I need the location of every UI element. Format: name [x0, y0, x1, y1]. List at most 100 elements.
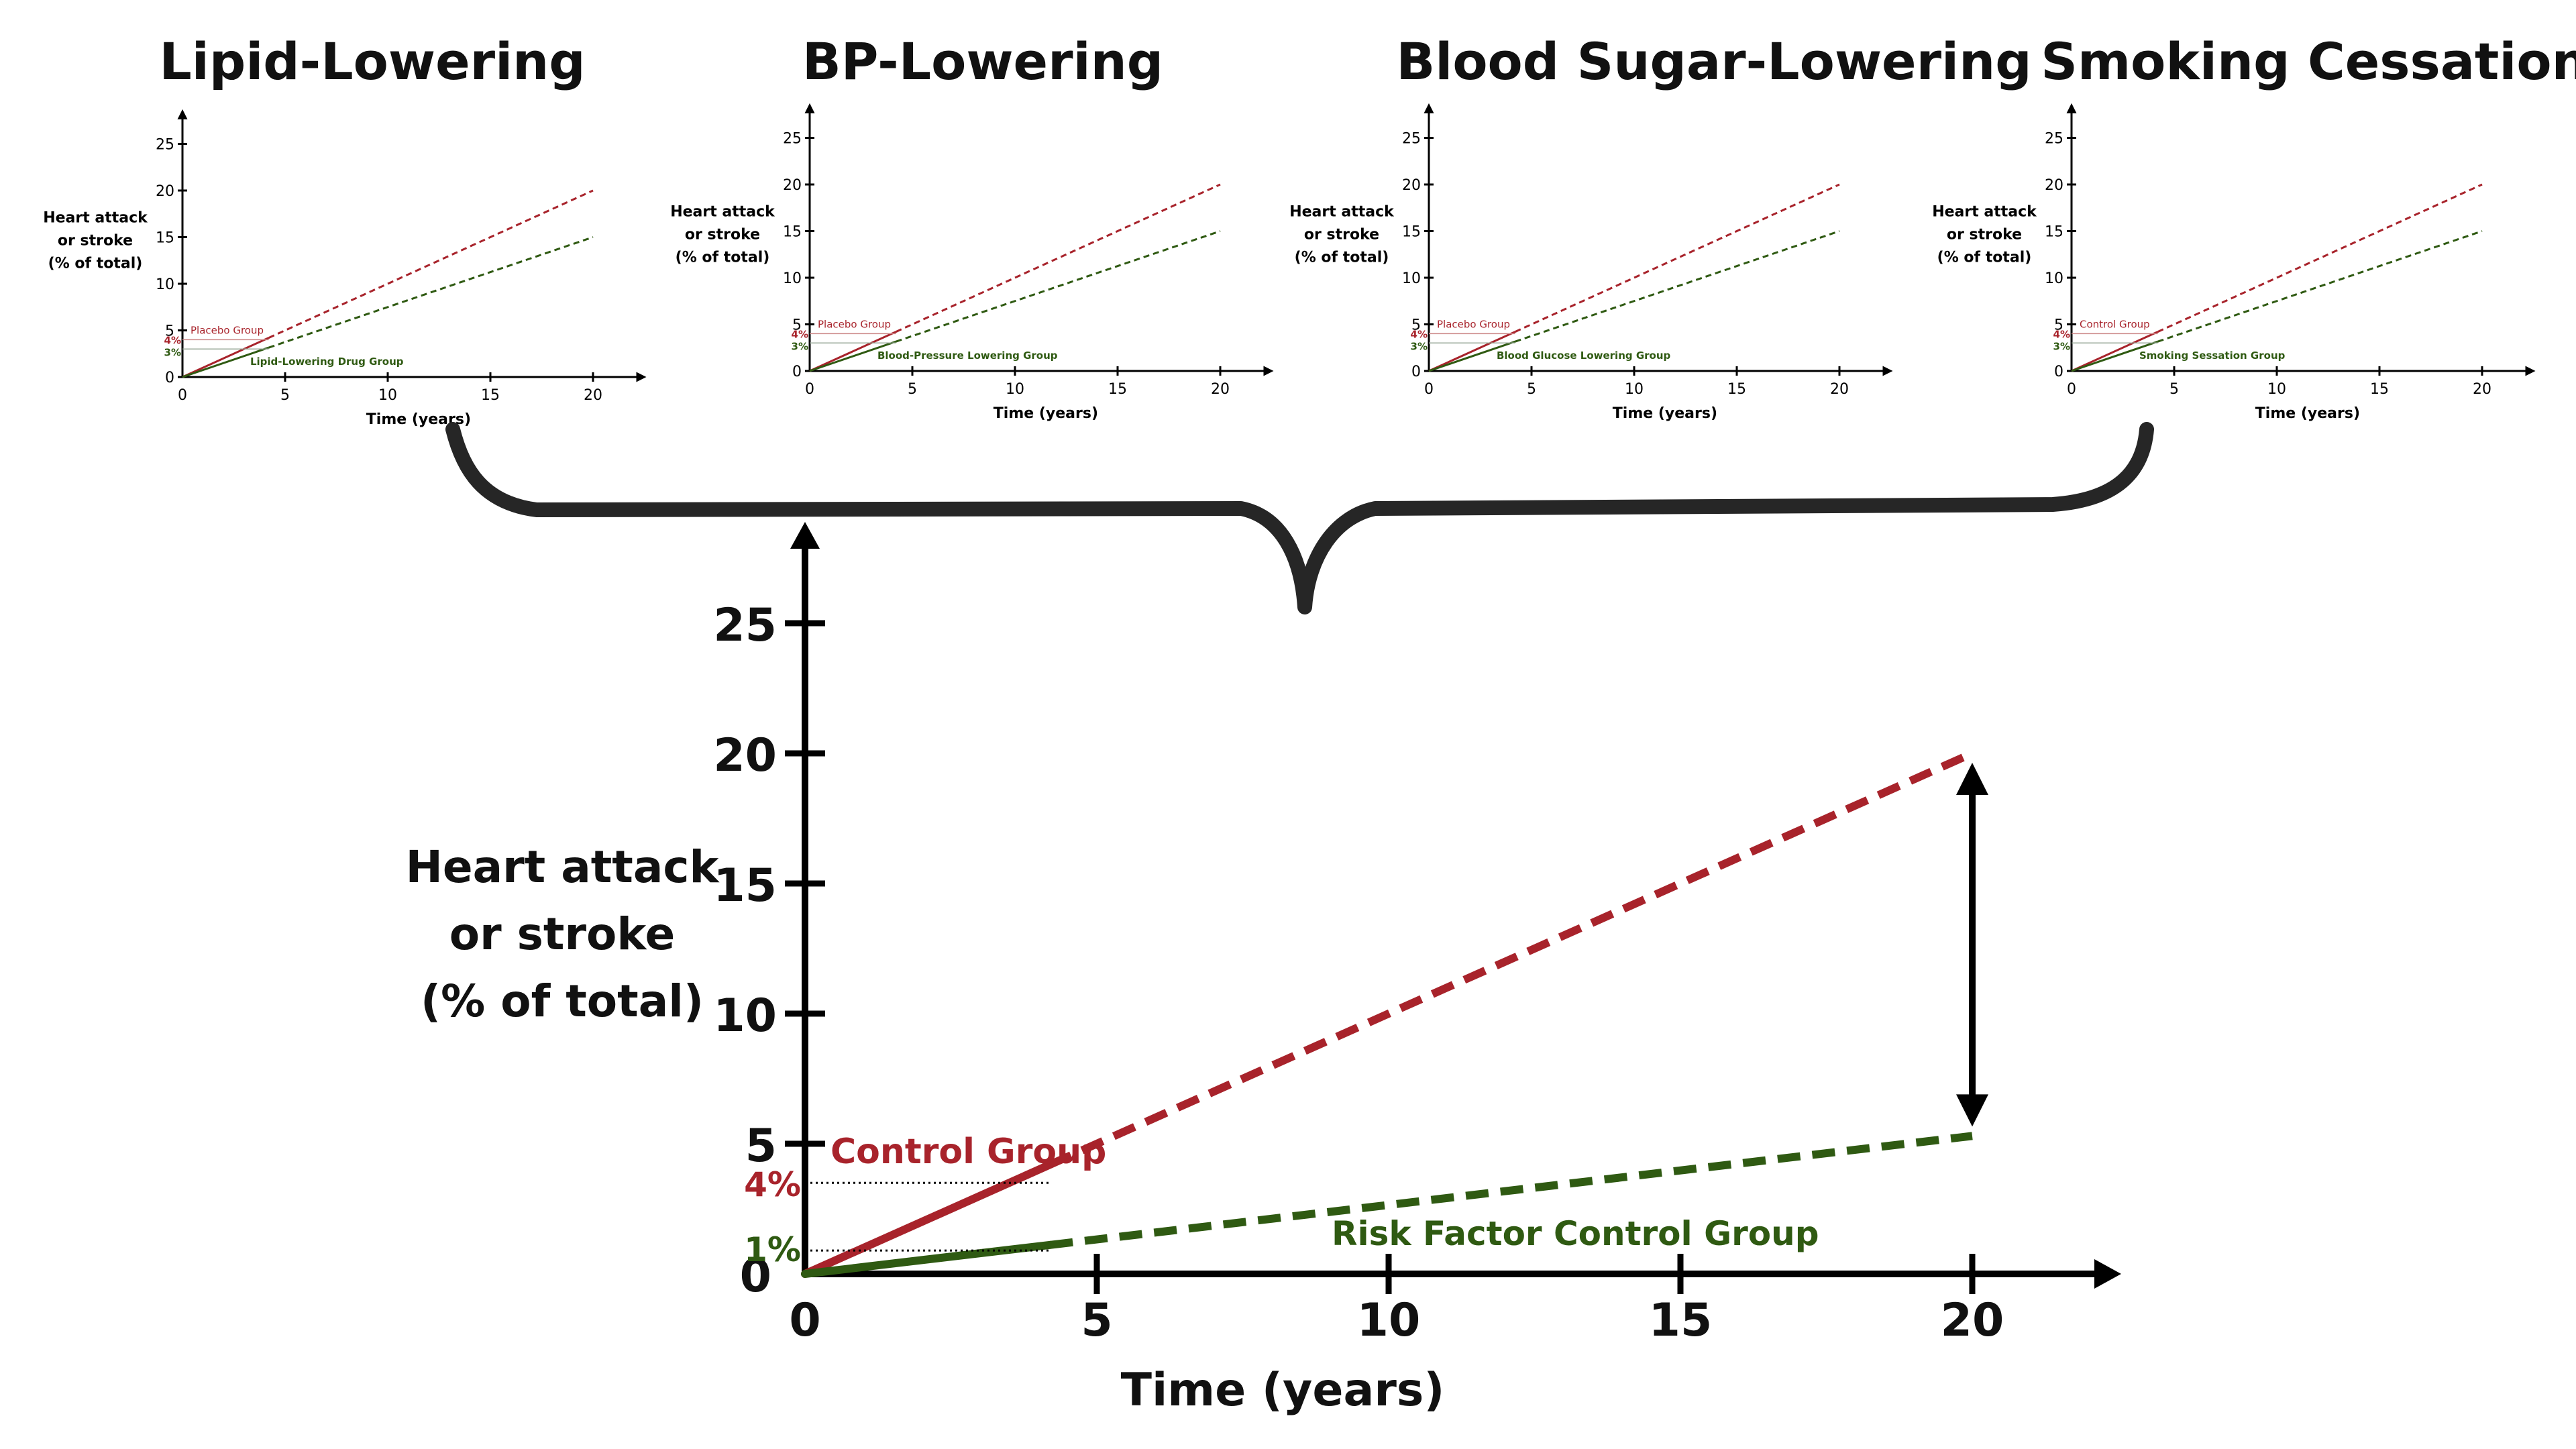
- x-tick-label: 0: [805, 381, 814, 398]
- x-tick-label: 10: [1006, 381, 1024, 398]
- y-tick-label: 15: [156, 230, 174, 247]
- y-axis-label-line: or stroke: [1304, 226, 1379, 243]
- placebo-line-dashed: [268, 189, 594, 339]
- placebo-line-dashed: [1514, 183, 1840, 333]
- x-tick-label: 15: [1727, 381, 1746, 398]
- x-tick-label: 5: [908, 381, 917, 398]
- small-chart-smoking-cessation: Smoking Cessation 0 5 10 15 20 25 0 5 10 15 20 Time …: [1932, 32, 2576, 422]
- y-axis-arrowhead: [790, 522, 820, 549]
- placebo-line-solid: [1428, 331, 1516, 372]
- y-tick-label: 25: [783, 131, 802, 148]
- y-tick-label: 0: [165, 370, 174, 386]
- placebo-marker-label: 4%: [1411, 328, 1428, 340]
- control-marker-label: 4%: [744, 1165, 801, 1204]
- treated-marker-label: 1%: [744, 1230, 801, 1269]
- treated-marker-label: 3%: [2053, 340, 2070, 352]
- y-axis-label-line: or stroke: [685, 226, 760, 243]
- treated-line-solid: [809, 340, 897, 372]
- y-tick-label: 20: [2045, 177, 2063, 194]
- y-axis-label-line: (% of total): [1937, 249, 2032, 266]
- treated-marker-label: 3%: [164, 346, 181, 358]
- y-tick-label: 5: [165, 323, 174, 340]
- x-tick-label: 20: [2473, 381, 2491, 398]
- y-tick-label: 5: [792, 317, 802, 334]
- treated-group-label: Blood-Pressure Lowering Group: [877, 350, 1058, 362]
- y-tick-label: 10: [156, 276, 174, 293]
- small-chart-blood-sugar-lowering: Blood Sugar-Lowering 0 5 10 15 20 25 0 5 10 15 20 Ti…: [1289, 32, 2031, 422]
- y-tick-label: 0: [792, 364, 802, 380]
- treated-line-dashed: [268, 236, 594, 349]
- y-tick-label: 20: [713, 729, 777, 782]
- y-tick-label: 0: [2054, 364, 2063, 380]
- placebo-group-label: Placebo Group: [818, 319, 891, 331]
- y-tick-label: 10: [713, 989, 777, 1042]
- control-line-dashed: [1048, 749, 1974, 1169]
- placebo-line-solid: [809, 331, 897, 372]
- x-axis-label: Time (years): [1613, 405, 1717, 422]
- curly-brace-shape: [445, 422, 2154, 614]
- placebo-line-solid: [2071, 331, 2159, 372]
- x-tick-label: 20: [1830, 381, 1849, 398]
- treated-line-dashed: [1049, 1132, 1973, 1249]
- x-tick-label: 5: [1527, 381, 1536, 398]
- x-tick-label: 20: [1211, 381, 1230, 398]
- curly-brace: [445, 422, 2154, 614]
- x-axis-label: Time (years): [2255, 405, 2360, 422]
- y-tick-label: 15: [2045, 224, 2063, 241]
- treated-group-label: Smoking Sessation Group: [2139, 350, 2286, 362]
- y-axis-label-line: or stroke: [1947, 226, 2022, 243]
- treated-line-solid: [1428, 340, 1516, 372]
- y-tick-label: 5: [745, 1120, 777, 1173]
- y-axis-label-line: Heart attack: [43, 209, 148, 226]
- x-tick-label: 5: [280, 387, 290, 404]
- y-tick-label: 20: [783, 177, 802, 194]
- treated-line-solid: [182, 346, 270, 378]
- treated-line-dashed: [2157, 230, 2483, 343]
- x-tick-label: 15: [2370, 381, 2389, 398]
- y-axis-label-line: (% of total): [48, 255, 143, 272]
- x-tick-label: 20: [584, 387, 602, 404]
- x-tick-label: 10: [2267, 381, 2286, 398]
- x-tick-label: 0: [178, 387, 187, 404]
- y-tick-label: 0: [740, 1250, 771, 1303]
- x-tick-label: 0: [1424, 381, 1434, 398]
- treated-group-label: Lipid-Lowering Drug Group: [250, 356, 404, 368]
- y-tick-label: 20: [156, 183, 174, 200]
- y-axis-label-line: Heart attack: [406, 841, 720, 893]
- y-tick-label: 25: [713, 599, 777, 652]
- x-axis-label: Time (years): [1121, 1364, 1445, 1417]
- x-tick-label: 10: [1625, 381, 1644, 398]
- treated-marker-label: 3%: [792, 340, 808, 352]
- placebo-marker-label: 4%: [164, 334, 181, 346]
- y-tick-label: 25: [2045, 131, 2063, 148]
- treated-line-dashed: [896, 230, 1221, 343]
- x-tick-label: 15: [1649, 1294, 1713, 1347]
- y-axis-label-line: Heart attack: [1932, 203, 2037, 220]
- y-axis-label-line: Heart attack: [1289, 203, 1395, 220]
- control-group-label: Control Group: [830, 1132, 1106, 1172]
- placebo-marker-label: 4%: [2053, 328, 2070, 340]
- y-axis-label-line: (% of total): [421, 975, 704, 1027]
- main-chart: 0 5 10 15 20 25 0 5 10 15 20 Time (years) Heart atta…: [406, 522, 2121, 1417]
- treated-group-label: Risk Factor Control Group: [1332, 1214, 1819, 1253]
- y-tick-label: 10: [2045, 270, 2063, 287]
- y-tick-label: 15: [783, 224, 802, 241]
- chart-title: Lipid-Lowering: [159, 32, 585, 91]
- placebo-group-label: Control Group: [2080, 319, 2150, 331]
- y-tick-label: 25: [1402, 131, 1421, 148]
- x-tick-label: 10: [378, 387, 397, 404]
- y-tick-label: 15: [1402, 224, 1421, 241]
- x-axis-arrowhead: [2094, 1259, 2121, 1289]
- y-tick-label: 25: [156, 137, 174, 154]
- chart-title: BP-Lowering: [802, 32, 1163, 91]
- chart-title: Smoking Cessation: [2041, 32, 2576, 91]
- y-axis-label-line: or stroke: [58, 232, 133, 249]
- y-axis-label-line: (% of total): [1295, 249, 1389, 266]
- y-tick-label: 5: [2054, 317, 2063, 334]
- y-tick-label: 20: [1402, 177, 1421, 194]
- small-chart-bp-lowering: BP-Lowering 0 5 10 15 20 25 0 5 10 15 20 Time (years…: [670, 32, 1274, 422]
- y-tick-label: 0: [1411, 364, 1421, 380]
- placebo-line-dashed: [895, 183, 1221, 333]
- placebo-line-solid: [182, 337, 270, 378]
